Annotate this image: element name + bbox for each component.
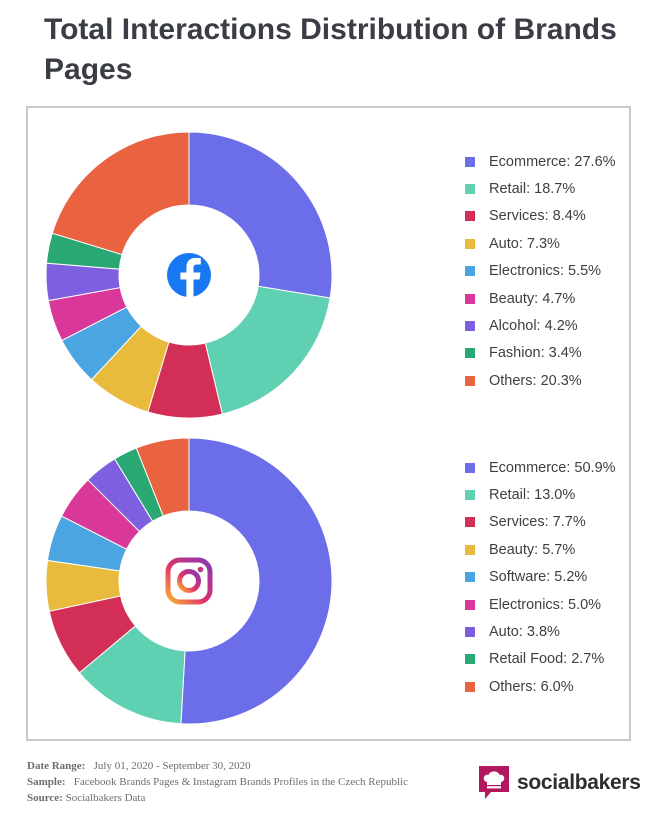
legend-swatch [465,293,475,304]
legend-label: Others: 6.0% [489,678,574,695]
date-range-label: Date Range: [27,760,86,772]
legend-swatch [465,627,475,638]
brand-name: socialbakers [517,771,641,794]
legend-item-ecommerce: Ecommerce: 27.6% [465,148,616,175]
legend-label: Services: 7.7% [489,514,586,531]
legend-label: Software: 5.2% [489,569,588,586]
legend-swatch [465,375,475,386]
legend-item-auto: Auto: 7.3% [465,230,616,257]
legend-swatch [465,321,475,332]
source: Source: Socialbakers Data [27,790,467,806]
legend-item-others: Others: 20.3% [465,367,616,394]
slice-others [51,131,190,256]
legend-label: Others: 20.3% [489,372,582,389]
instagram-icon [165,557,213,605]
legend-label: Fashion: 3.4% [489,345,582,362]
slice-retail [204,285,331,415]
date-range: Date Range: July 01, 2020 - September 30… [27,758,467,774]
legend-label: Beauty: 5.7% [489,541,576,558]
facebook-donut-chart [45,131,333,419]
legend-swatch [465,599,475,610]
legend-swatch [465,654,475,665]
legend-label: Auto: 3.8% [489,624,560,641]
legend-item-beauty: Beauty: 5.7% [465,536,616,563]
date-range-value: July 01, 2020 - September 30, 2020 [93,760,251,772]
legend-swatch [465,572,475,583]
legend-item-ecommerce: Ecommerce: 50.9% [465,454,616,481]
legend-label: Beauty: 4.7% [489,290,576,307]
legend-item-beauty: Beauty: 4.7% [465,285,616,312]
legend-swatch [465,517,475,528]
legend-label: Alcohol: 4.2% [489,318,578,335]
chart-panel: Ecommerce: 27.6% Retail: 18.7% Services: 8… [26,106,631,741]
facebook-icon [167,253,211,297]
legend-label: Ecommerce: 27.6% [489,153,616,170]
brand-logo: socialbakers [479,763,641,803]
legend-label: Retail Food: 2.7% [489,651,605,668]
slice-ecommerce [188,131,333,299]
legend-item-services: Services: 7.7% [465,509,616,536]
sample-value: Facebook Brands Pages & Instagram Brands… [73,776,408,788]
legend-item-software: Software: 5.2% [465,564,616,591]
legend-item-services: Services: 8.4% [465,203,616,230]
legend-item-electronics: Electronics: 5.0% [465,591,616,618]
source-value: Socialbakers Data [65,792,146,804]
legend-item-alcohol: Alcohol: 4.2% [465,312,616,339]
source-label: Source: [27,792,63,804]
legend-item-retail: Retail: 18.7% [465,175,616,202]
legend-label: Electronics: 5.5% [489,263,602,280]
legend-swatch [465,462,475,473]
chart-footer: Date Range: July 01, 2020 - September 30… [27,758,467,806]
instagram-donut-chart [45,437,333,725]
legend-swatch [465,266,475,277]
instagram-legend: Ecommerce: 50.9% Retail: 13.0% Services: 7… [465,454,616,701]
page-title: Total Interactions Distribution of Brand… [44,13,617,86]
legend-item-others: Others: 6.0% [465,673,616,700]
slice-others [135,437,190,517]
legend-label: Retail: 18.7% [489,181,576,198]
legend-swatch [465,156,475,167]
legend-swatch [465,238,475,249]
legend-swatch [465,490,475,501]
legend-swatch [465,681,475,692]
facebook-legend: Ecommerce: 27.6% Retail: 18.7% Services: 8… [465,148,616,395]
legend-label: Services: 8.4% [489,208,586,225]
legend-item-electronics: Electronics: 5.5% [465,258,616,285]
sample: Sample: Facebook Brands Pages & Instagra… [27,774,467,790]
legend-item-fashion: Fashion: 3.4% [465,340,616,367]
legend-label: Ecommerce: 50.9% [489,459,616,476]
legend-item-retail-food: Retail Food: 2.7% [465,646,616,673]
legend-label: Auto: 7.3% [489,235,560,252]
legend-item-retail: Retail: 13.0% [465,481,616,508]
legend-item-auto: Auto: 3.8% [465,618,616,645]
slice-ecommerce [180,437,333,725]
sample-label: Sample: [27,776,66,788]
legend-swatch [465,544,475,555]
legend-label: Retail: 13.0% [489,487,576,504]
chef-hat-icon [479,766,509,799]
legend-swatch [465,211,475,222]
legend-label: Electronics: 5.0% [489,596,602,613]
legend-swatch [465,348,475,359]
legend-swatch [465,184,475,195]
